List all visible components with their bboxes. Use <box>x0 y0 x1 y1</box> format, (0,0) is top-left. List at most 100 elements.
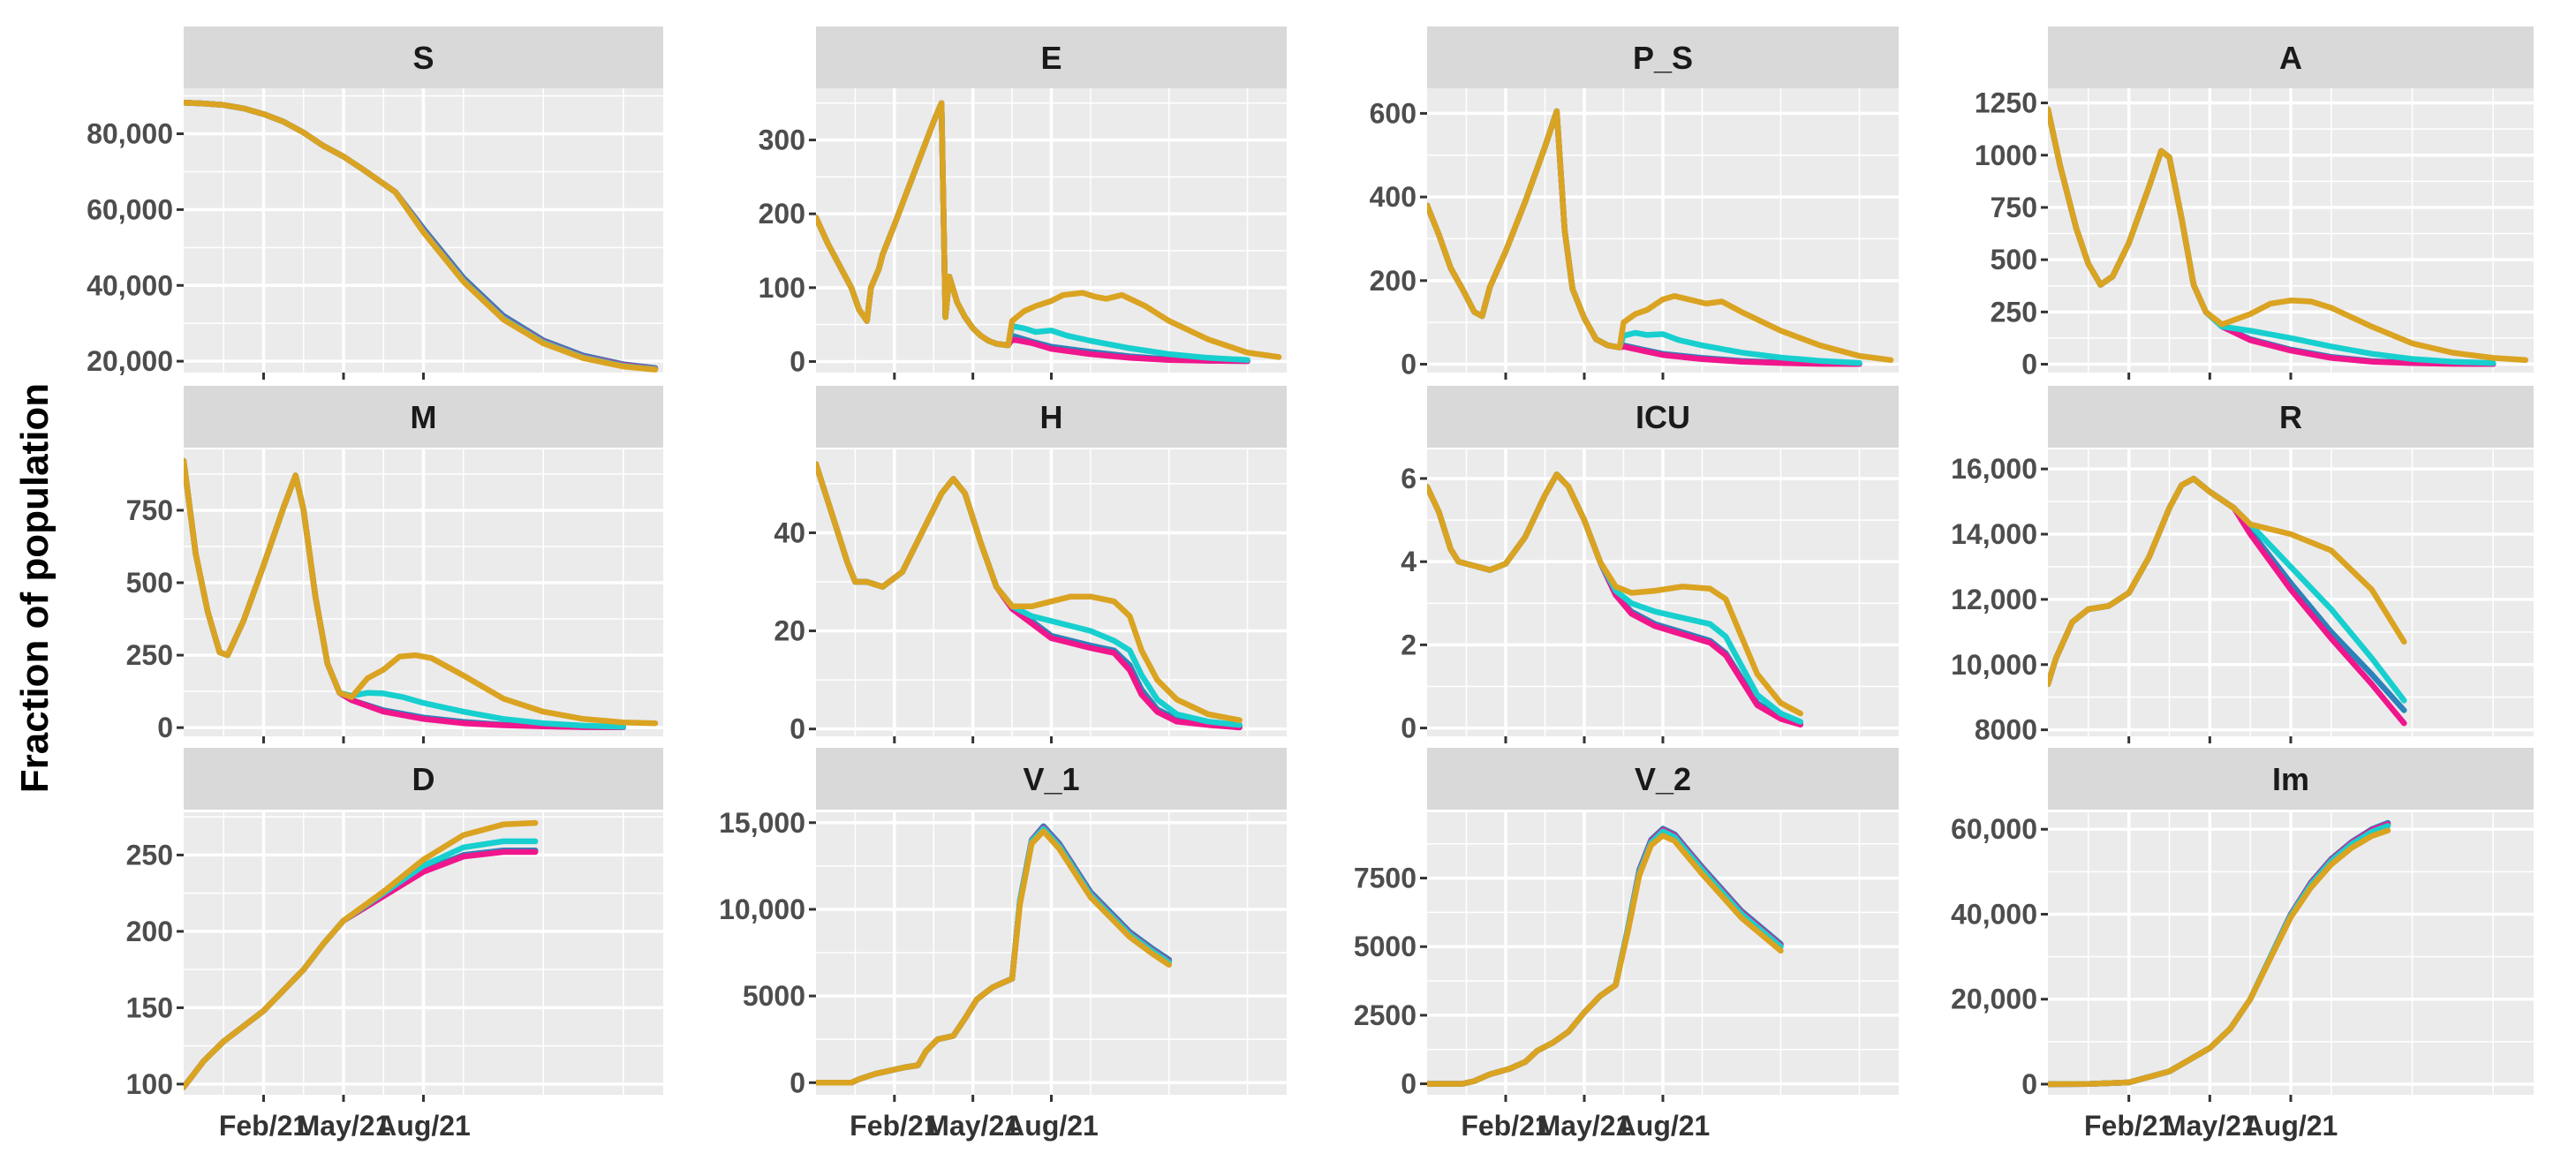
y-tick-label: 0 <box>2021 1068 2037 1100</box>
y-tick-label: 7500 <box>1354 863 1416 894</box>
facet-strip <box>1427 748 1899 810</box>
facet-panel-ICU: ICU 0 2 4 6 <box>1401 386 1899 744</box>
x-tick-label: May/21 <box>1537 1110 1632 1142</box>
facet-strip-label: M <box>411 399 437 435</box>
x-tick-label: Feb/21 <box>219 1110 308 1142</box>
series-line-4 <box>1427 833 1784 1087</box>
y-tick-label: 250 <box>126 839 173 871</box>
facet-strip <box>816 748 1287 810</box>
y-tick-label: 100 <box>126 1068 173 1100</box>
series-line-4 <box>1427 108 1894 364</box>
y-tick-label: 0 <box>1401 712 1416 744</box>
y-tick-label: 500 <box>1991 244 2037 275</box>
y-tick-label: 2500 <box>1354 999 1416 1031</box>
facet-strip-label: P_S <box>1633 40 1693 76</box>
x-tick-label: Feb/21 <box>850 1110 939 1142</box>
facet-panel-P_S: P_S 0 200 400 600 <box>1370 26 1899 381</box>
series-line-4 <box>816 100 1282 360</box>
facet-strip-label: V_1 <box>1023 761 1079 797</box>
y-tick-label: 16,000 <box>1951 453 2037 485</box>
series-line-4 <box>184 100 659 373</box>
x-tick-label: Feb/21 <box>2084 1110 2173 1142</box>
y-tick-label: 0 <box>789 713 805 745</box>
y-tick-label: 5000 <box>743 980 805 1012</box>
y-tick-label: 200 <box>1370 265 1416 297</box>
y-tick-label: 40 <box>774 516 805 548</box>
facet-strip <box>2048 386 2534 448</box>
series-line-4 <box>2048 475 2407 688</box>
facet-panel-R: R 8000 10,000 12,000 14,000 16,000 <box>1951 386 2534 746</box>
facet-strip-label: V_2 <box>1635 761 1691 797</box>
series-line-4 <box>184 457 659 727</box>
y-tick-label: 20,000 <box>87 345 173 377</box>
y-tick-label: 750 <box>126 494 173 526</box>
y-tick-label: 600 <box>1370 97 1416 129</box>
facet-strip <box>184 26 663 88</box>
y-tick-label: 10,000 <box>719 893 805 925</box>
y-tick-label: 500 <box>126 567 173 599</box>
x-tick-label: May/21 <box>2163 1110 2257 1142</box>
facet-panel-M: M 0 250 500 750 <box>126 386 663 743</box>
y-tick-label: 4 <box>1401 546 1416 577</box>
y-tick-label: 20 <box>774 615 805 647</box>
y-tick-label: 0 <box>1401 349 1416 381</box>
y-tick-label: 200 <box>126 916 173 947</box>
y-tick-label: 14,000 <box>1951 518 2037 550</box>
y-tick-label: 100 <box>759 272 805 304</box>
facet-strip <box>816 26 1287 88</box>
facet-strip-label: H <box>1040 399 1063 435</box>
facet-strip <box>184 748 663 810</box>
y-tick-label: 6 <box>1401 463 1416 494</box>
series-line-4 <box>1427 471 1804 717</box>
facet-strip-label: R <box>2279 399 2302 435</box>
facet-strip-label: D <box>412 761 435 797</box>
y-tick-label: 250 <box>1991 296 2037 328</box>
facet-strip <box>1427 26 1899 88</box>
facet-strip <box>2048 748 2534 810</box>
y-tick-label: 60,000 <box>1951 813 2037 845</box>
facet-strip <box>1427 386 1899 448</box>
y-tick-label: 0 <box>789 1067 805 1098</box>
facet-strip-label: A <box>2279 40 2302 76</box>
series-line-4 <box>816 828 1173 1086</box>
y-tick-label: 40,000 <box>1951 898 2037 930</box>
y-tick-label: 15,000 <box>719 807 805 839</box>
y-tick-label: 300 <box>759 124 805 156</box>
y-tick-label: 250 <box>126 639 173 671</box>
facet-strip-label: ICU <box>1635 399 1690 435</box>
y-tick-label: 20,000 <box>1951 984 2037 1015</box>
facet-panel-E: E 0 100 200 300 <box>759 26 1287 380</box>
series-line-4 <box>816 461 1243 723</box>
x-tick-label: Aug/21 <box>376 1110 471 1142</box>
facet-panel-A: A 0 250 500 750 1000 1250 <box>1975 26 2534 381</box>
x-tick-label: Aug/21 <box>1004 1110 1099 1142</box>
y-tick-label: 2 <box>1401 629 1416 660</box>
y-tick-label: 150 <box>126 991 173 1023</box>
y-tick-label: 1250 <box>1975 87 2037 119</box>
y-tick-label: 0 <box>1401 1068 1416 1100</box>
y-tick-label: 0 <box>789 345 805 377</box>
x-tick-label: May/21 <box>925 1110 1020 1142</box>
y-tick-label: 10,000 <box>1951 649 2037 681</box>
y-tick-label: 8000 <box>1975 714 2037 746</box>
y-tick-label: 0 <box>157 712 173 743</box>
facet-strip-label: Im <box>2272 761 2309 797</box>
series-line-4 <box>184 819 539 1090</box>
x-tick-label: May/21 <box>297 1110 391 1142</box>
y-tick-label: 400 <box>1370 181 1416 213</box>
x-tick-label: Feb/21 <box>1461 1110 1550 1142</box>
facet-strip-label: E <box>1040 40 1061 76</box>
facet-strip-label: S <box>412 40 434 76</box>
facet-strip <box>184 386 663 448</box>
y-tick-label: 5000 <box>1354 931 1416 962</box>
y-tick-label: 1000 <box>1975 139 2037 171</box>
y-tick-label: 80,000 <box>87 118 173 150</box>
facet-panel-H: H 0 20 40 <box>774 386 1287 745</box>
y-tick-label: 40,000 <box>87 269 173 301</box>
facet-panel-S: S 20,000 40,000 60,000 80,000 <box>87 26 663 380</box>
